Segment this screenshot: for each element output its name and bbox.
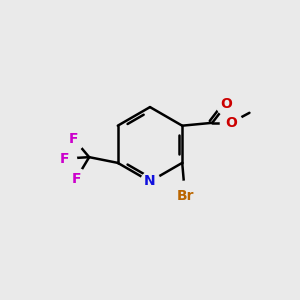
Text: Br: Br [176, 189, 194, 203]
Text: F: F [60, 152, 70, 166]
Text: O: O [220, 97, 232, 111]
Text: O: O [225, 116, 237, 130]
Text: F: F [72, 172, 81, 186]
Text: F: F [69, 132, 78, 145]
Text: N: N [144, 175, 156, 188]
